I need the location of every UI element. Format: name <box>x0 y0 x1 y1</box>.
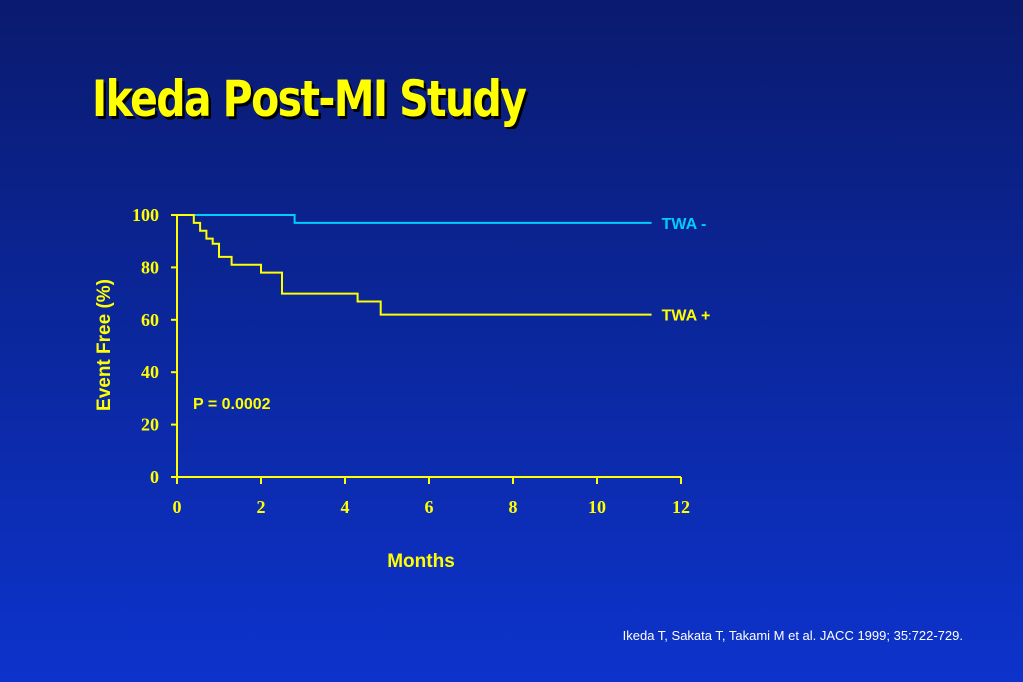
x-tick-label: 10 <box>588 497 606 517</box>
slide-title: Ikeda Post-MI Study <box>92 70 527 128</box>
x-tick-label: 4 <box>341 497 350 517</box>
chart-axes: 0 20 40 60 80 100 0 2 4 6 8 10 12 <box>132 205 690 517</box>
x-axis-title: Months <box>387 551 455 572</box>
y-tick-label: 20 <box>141 415 159 435</box>
y-axis-title: Event Free (%) <box>94 279 115 411</box>
series-label-twa-negative: TWA - <box>662 216 707 233</box>
series-line-twa-positive <box>177 214 652 316</box>
x-tick-label: 0 <box>173 497 182 517</box>
y-tick-label: 0 <box>150 467 159 487</box>
p-value-annotation: P = 0.0002 <box>193 396 271 413</box>
y-tick-label: 80 <box>141 257 159 277</box>
y-tick-label: 40 <box>141 362 159 382</box>
citation: Ikeda T, Sakata T, Takami M et al. JACC … <box>622 628 963 643</box>
y-tick-label: 60 <box>141 310 159 330</box>
x-tick-label: 8 <box>509 497 518 517</box>
x-tick-label: 6 <box>425 497 434 517</box>
series-label-twa-positive: TWA + <box>662 308 711 325</box>
y-tick-label: 100 <box>132 205 159 225</box>
x-tick-label: 12 <box>672 497 690 517</box>
x-tick-label: 2 <box>257 497 266 517</box>
series-line-twa-negative <box>177 214 652 224</box>
chart-series: TWA - TWA + <box>177 214 711 325</box>
